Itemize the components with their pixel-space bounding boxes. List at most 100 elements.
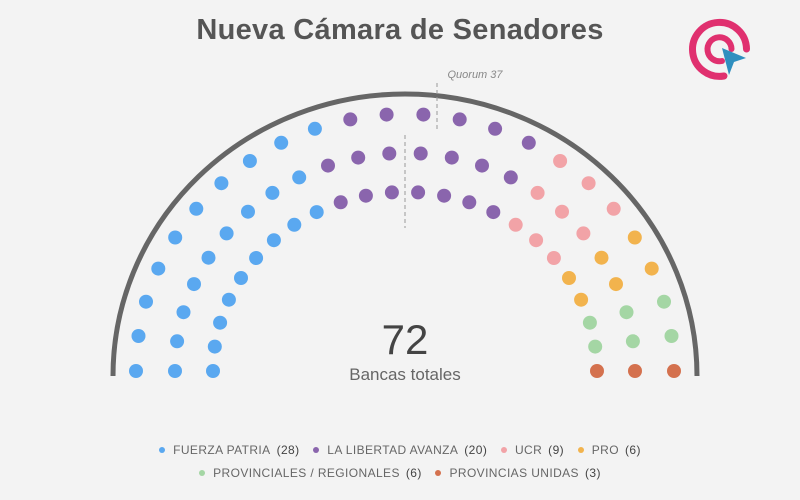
seat-dot — [234, 271, 248, 285]
legend-label: UCR — [514, 443, 543, 457]
seat-dot — [529, 233, 544, 248]
seat-dot — [562, 271, 576, 285]
seat-dot — [249, 251, 264, 265]
seat-dot — [189, 201, 204, 216]
seat-dot — [274, 135, 289, 150]
legend-row-2: PROVINCIALES / REGIONALES (6) PROVINCIAS … — [0, 466, 800, 480]
seat-dot — [201, 250, 216, 265]
seat-dot — [576, 226, 591, 241]
legend-count: (6) — [405, 466, 422, 480]
seat-dot — [553, 154, 568, 168]
seat-dot — [242, 154, 257, 168]
seat-dot — [667, 364, 681, 378]
seat-dot — [176, 305, 191, 320]
seat-dot — [221, 292, 236, 307]
legend-row-1: FUERZA PATRIA (28) LA LIBERTAD AVANZA (20)… — [0, 443, 800, 457]
seat-dot — [266, 233, 281, 248]
legend-item: PROVINCIALES / REGIONALES (6) — [199, 466, 422, 480]
seat-dot — [627, 230, 642, 245]
seat-dot — [206, 364, 220, 378]
seat-dot — [351, 150, 366, 165]
seat-dot — [462, 195, 477, 210]
seat-dot — [437, 188, 452, 203]
seat-dot — [508, 217, 523, 232]
seat-dot — [333, 195, 348, 210]
seat-dot — [343, 112, 358, 127]
seat-dot — [151, 261, 166, 276]
seat-dot — [214, 176, 229, 191]
seat-dot — [129, 364, 143, 378]
seat-dot — [321, 158, 335, 173]
seat-dot — [416, 107, 431, 122]
seat-dot — [207, 339, 222, 354]
seat-dot — [594, 250, 609, 265]
seat-dot — [609, 277, 623, 292]
total-seats-label: Bancas totales — [349, 365, 461, 384]
legend-item: PRO (6) — [577, 443, 641, 457]
seat-dot — [287, 217, 302, 232]
legend-swatch — [313, 446, 320, 453]
legend-item: PROVINCIAS UNIDAS (3) — [435, 466, 600, 480]
legend-count: (3) — [584, 466, 601, 480]
seat-dot — [131, 329, 146, 343]
seat-dot — [379, 107, 394, 122]
chamber-arc — [110, 91, 700, 377]
seat-dot — [187, 277, 201, 292]
seat-dot — [546, 251, 561, 265]
legend-label: PRO — [591, 443, 619, 457]
seat-dot — [628, 364, 642, 378]
seat-dot — [265, 185, 280, 200]
seat-dot — [486, 205, 501, 220]
legend-label: LA LIBERTAD AVANZA — [327, 443, 459, 457]
chart-title: Nueva Cámara de Senadores — [196, 14, 604, 46]
seat-dot — [168, 364, 182, 378]
legend-count: (6) — [625, 443, 641, 457]
seat-dot — [475, 158, 489, 173]
seat-dot — [488, 121, 503, 136]
legend-item: UCR (9) — [500, 443, 565, 457]
legend-count: (28) — [276, 443, 300, 457]
legend-count: (20) — [464, 443, 488, 457]
seat-dot — [213, 315, 228, 330]
seat-dot — [241, 204, 255, 219]
seat-dot — [644, 261, 659, 276]
seat-dot — [139, 294, 153, 309]
seat-dot — [657, 294, 671, 309]
legend-swatch — [435, 469, 442, 476]
seat-dot — [309, 205, 324, 220]
legend-swatch — [500, 446, 507, 453]
legend-swatch — [199, 469, 206, 476]
quorum-label: Quorum 37 — [447, 69, 503, 81]
seat-dot — [590, 364, 604, 378]
parliament-chart: Quorum 37 72 Bancas totales — [110, 69, 700, 384]
legend-label: PROVINCIALES / REGIONALES — [213, 466, 400, 480]
legend-count: (9) — [548, 443, 565, 457]
brand-logo-icon — [689, 18, 750, 80]
legend-swatch — [577, 446, 584, 453]
seat-dot — [582, 315, 597, 330]
seat-dot — [606, 201, 621, 216]
seat-dot — [170, 334, 185, 349]
seat-dot — [625, 334, 640, 349]
seat-dot — [292, 170, 307, 185]
seat-dot — [382, 146, 397, 161]
seat-dot — [555, 204, 569, 219]
total-seats-value: 72 — [382, 316, 429, 363]
seat-dot — [503, 170, 518, 185]
legend-swatch — [159, 446, 166, 453]
seat-dot — [384, 185, 399, 200]
seat-dot — [358, 188, 373, 203]
seat-dot — [307, 121, 322, 136]
seat-dot — [619, 305, 634, 320]
seat-dot — [444, 150, 459, 165]
seat-dot — [574, 292, 589, 307]
seat-dot — [521, 135, 536, 150]
seat-dot — [588, 339, 603, 354]
legend-label: PROVINCIAS UNIDAS — [449, 466, 579, 480]
seat-dot — [530, 185, 545, 200]
seat-dot — [452, 112, 467, 127]
legend-item: FUERZA PATRIA (28) — [159, 443, 299, 457]
seat-dot — [413, 146, 428, 161]
seat-dot — [219, 226, 234, 241]
seat-dot — [411, 185, 426, 200]
